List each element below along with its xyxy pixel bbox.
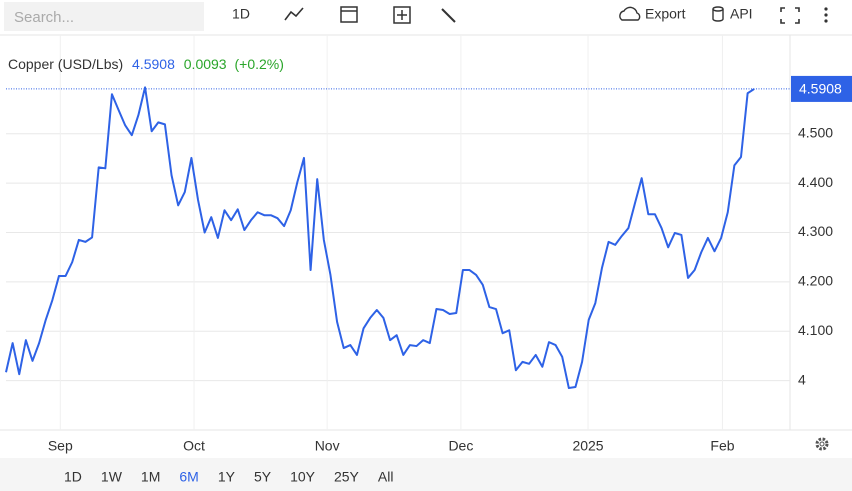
range-button[interactable]: 6M	[179, 469, 198, 485]
export-icon[interactable]	[619, 6, 641, 21]
fullscreen-icon[interactable]	[780, 7, 800, 24]
range-button[interactable]: 10Y	[290, 469, 316, 485]
y-tick-label: 4	[798, 371, 806, 387]
range-button[interactable]: 1W	[101, 469, 123, 485]
x-tick-label: Oct	[183, 438, 205, 454]
x-tick-label: Dec	[448, 438, 473, 454]
api-icon[interactable]	[712, 6, 724, 22]
y-tick-label: 4.500	[798, 124, 833, 140]
price: 4.5908	[132, 56, 175, 72]
api-button[interactable]: API	[730, 6, 753, 22]
search-placeholder: Search...	[14, 9, 74, 26]
y-tick-label: 4.300	[798, 223, 833, 239]
export-button[interactable]: Export	[645, 6, 686, 22]
range-button[interactable]: 5Y	[254, 469, 272, 485]
range-bar	[0, 458, 852, 491]
change-percent: (+0.2%)	[234, 56, 283, 72]
symbol-name: Copper (USD/Lbs)	[8, 56, 123, 72]
tools-icon[interactable]	[441, 8, 456, 23]
x-tick-label: Feb	[710, 438, 734, 454]
y-tick-label: 4.100	[798, 322, 833, 338]
range-button[interactable]: All	[378, 469, 394, 485]
last-price-label: 4.5908	[799, 81, 842, 97]
range-button[interactable]: 1Y	[218, 469, 236, 485]
range-button[interactable]: 25Y	[334, 469, 360, 485]
x-tick-label: Sep	[48, 438, 73, 454]
chart-type-icon[interactable]	[284, 7, 304, 21]
change: 0.0093	[184, 56, 227, 72]
range-button[interactable]: 1M	[141, 469, 160, 485]
interval-button[interactable]: 1D	[232, 6, 250, 22]
last-price-badge	[791, 75, 852, 102]
legend-header: Copper (USD/Lbs) 4.5908 0.0093 (+0.2%)	[8, 56, 284, 72]
price-line	[5, 86, 755, 390]
x-tick-label: 2025	[572, 438, 603, 454]
search-box[interactable]	[4, 2, 204, 31]
y-tick-label: 4.400	[798, 174, 833, 190]
settings-icon[interactable]	[815, 437, 829, 451]
x-tick-label: Nov	[315, 438, 340, 454]
menu-icon[interactable]	[824, 7, 828, 23]
add-indicator-icon[interactable]	[393, 6, 411, 24]
range-button[interactable]: 1D	[64, 469, 82, 485]
calendar-icon[interactable]	[340, 6, 358, 23]
y-tick-label: 4.200	[798, 273, 833, 289]
